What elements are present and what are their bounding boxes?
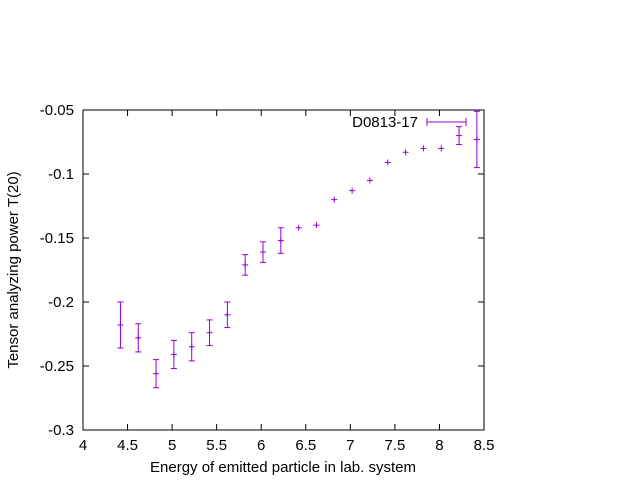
data-point (153, 359, 160, 389)
x-tick-label: 7.5 (384, 437, 405, 454)
data-point (206, 319, 213, 347)
data-point (331, 196, 338, 203)
legend-label: D0813-17 (352, 114, 418, 131)
x-tick-label: 6.5 (295, 437, 316, 454)
data-point (188, 332, 195, 362)
x-tick-label: 4.5 (117, 437, 138, 454)
x-tick-label: 4 (79, 437, 87, 454)
data-point (277, 227, 284, 254)
data-point (135, 323, 142, 353)
data-points (117, 110, 480, 389)
y-tick-label: -0.2 (48, 294, 74, 311)
x-tick-label: 5 (168, 437, 176, 454)
ticks (82, 109, 485, 431)
x-tick-label: 8 (435, 437, 443, 454)
data-point (313, 222, 320, 229)
tick-labels: 4 4.5 5 5.5 6 6.5 7 7.5 8 8.5 -0.05 -0.1 -0.15 -0.2 -0… (40, 102, 495, 454)
y-tick-label: -0.3 (48, 422, 74, 439)
data-point (366, 177, 373, 184)
data-point (242, 254, 249, 276)
y-axis-label: Tensor analyzing power T(20) (5, 171, 22, 368)
x-axis-label: Energy of emitted particle in lab. syste… (150, 459, 416, 476)
data-point (349, 187, 356, 194)
y-tick-label: -0.05 (40, 102, 74, 119)
data-point (384, 159, 391, 166)
data-point (420, 145, 427, 152)
x-tick-label: 5.5 (206, 437, 227, 454)
legend: D0813-17 (352, 114, 467, 131)
data-point (224, 301, 231, 329)
x-tick-label: 6 (257, 437, 265, 454)
plot-frame (82, 109, 485, 431)
x-tick-label: 7 (346, 437, 354, 454)
data-point (438, 145, 445, 152)
data-point (117, 301, 124, 349)
data-point (473, 110, 480, 169)
y-tick-label: -0.1 (48, 166, 74, 183)
x-tick-label: 8.5 (474, 437, 495, 454)
y-tick-label: -0.25 (40, 358, 74, 375)
data-point (170, 339, 177, 370)
data-point (260, 241, 267, 263)
data-point (456, 126, 463, 146)
y-tick-label: -0.15 (40, 230, 74, 247)
data-point (295, 224, 302, 231)
data-point (402, 149, 409, 156)
